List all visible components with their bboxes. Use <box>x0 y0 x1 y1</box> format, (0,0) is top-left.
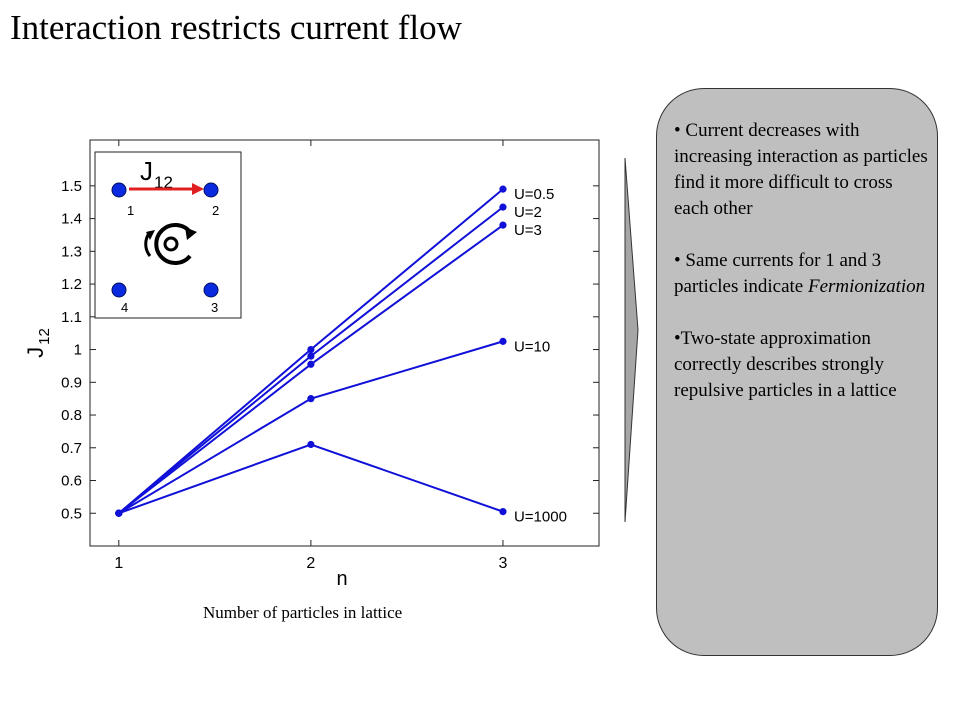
x-tick-label: 1 <box>114 555 123 572</box>
y-tick-label: 0.8 <box>61 407 82 424</box>
bullet-two-state: •Two-state approximation correctly descr… <box>674 328 897 401</box>
y-tick-label: 1.2 <box>61 276 82 293</box>
summary-text: • Current decreases with increasing inte… <box>674 118 932 404</box>
data-point-u-2 <box>307 352 315 360</box>
lattice-inset: J12 1 2 4 3 <box>94 151 242 319</box>
x-axis-caption: Number of particles in lattice <box>203 603 403 622</box>
y-tick-label: 1.4 <box>61 211 82 228</box>
x-axis-label: n <box>336 568 347 590</box>
inset-current-label: J12 <box>140 156 173 192</box>
lattice-site-3 <box>203 282 219 298</box>
y-axis-label-sub: 12 <box>36 328 53 345</box>
y-tick-label: 1 <box>74 342 82 359</box>
slide-title: Interaction restricts current flow <box>10 8 462 47</box>
data-point-u-1000 <box>499 508 507 516</box>
data-point-u-2 <box>499 203 507 211</box>
data-point-u-10 <box>307 395 315 403</box>
y-tick-label: 0.7 <box>61 440 82 457</box>
summary-panel <box>656 88 938 656</box>
lattice-site-1 <box>111 182 127 198</box>
series-points <box>115 185 507 517</box>
y-ticks: 0.5 0.6 0.7 0.8 0.9 1 1.1 1.2 1.3 1.4 1.5 <box>61 178 599 522</box>
series-label-u-3: U=3 <box>514 222 542 239</box>
data-point-u-1000 <box>307 440 315 449</box>
hopping-arrowhead-icon <box>192 183 204 195</box>
y-tick-label: 0.9 <box>61 374 82 391</box>
y-tick-label: 1.5 <box>61 178 82 195</box>
fermionization-term: Fermionization <box>808 276 926 297</box>
bullet-fermionization: • Same currents for 1 and 3 particles in… <box>674 248 932 300</box>
series-label-u-10: U=10 <box>514 338 550 355</box>
y-axis-label: J 12 <box>23 328 53 358</box>
data-point-u-3 <box>307 360 315 368</box>
site-label-3: 3 <box>211 300 218 315</box>
data-point-u-3 <box>499 221 507 229</box>
series-label-u-0-5: U=0.5 <box>514 186 554 203</box>
lattice-site-4 <box>111 282 127 298</box>
lattice-site-2 <box>203 182 219 198</box>
data-point-u-1000 <box>115 509 123 517</box>
x-tick-label: 3 <box>499 555 508 572</box>
site-label-4: 4 <box>121 300 128 315</box>
plot-frame <box>89 139 600 547</box>
series-label-u-2: U=2 <box>514 204 542 221</box>
y-tick-label: 1.3 <box>61 243 82 260</box>
y-tick-label: 1.1 <box>61 309 82 326</box>
inset-label-sub: 12 <box>154 173 173 192</box>
x-tick-label: 2 <box>306 555 315 572</box>
series-label-u-1000: U=1000 <box>514 509 567 526</box>
data-point-u-10 <box>499 337 507 345</box>
bullet-current-decreases: • Current decreases with increasing inte… <box>674 120 928 219</box>
series-labels: U=0.5U=2U=3 U=10 U=1000 <box>514 186 567 526</box>
y-tick-label: 0.6 <box>61 473 82 490</box>
y-axis-label-main: J <box>23 347 48 358</box>
svg-text:J12: J 12 <box>23 328 53 358</box>
bullet-fermionization-text: • Same currents for 1 and 3 particles in… <box>674 250 882 297</box>
data-point-u-0-5 <box>307 345 315 354</box>
rotation-icon <box>144 223 197 265</box>
site-label-1: 1 <box>127 203 134 218</box>
y-tick-label: 0.5 <box>61 505 82 522</box>
arrow-chevron-icon <box>624 157 639 523</box>
inset-label-main: J <box>140 156 153 186</box>
site-label-2: 2 <box>212 203 219 218</box>
data-point-u-0-5 <box>499 185 507 193</box>
